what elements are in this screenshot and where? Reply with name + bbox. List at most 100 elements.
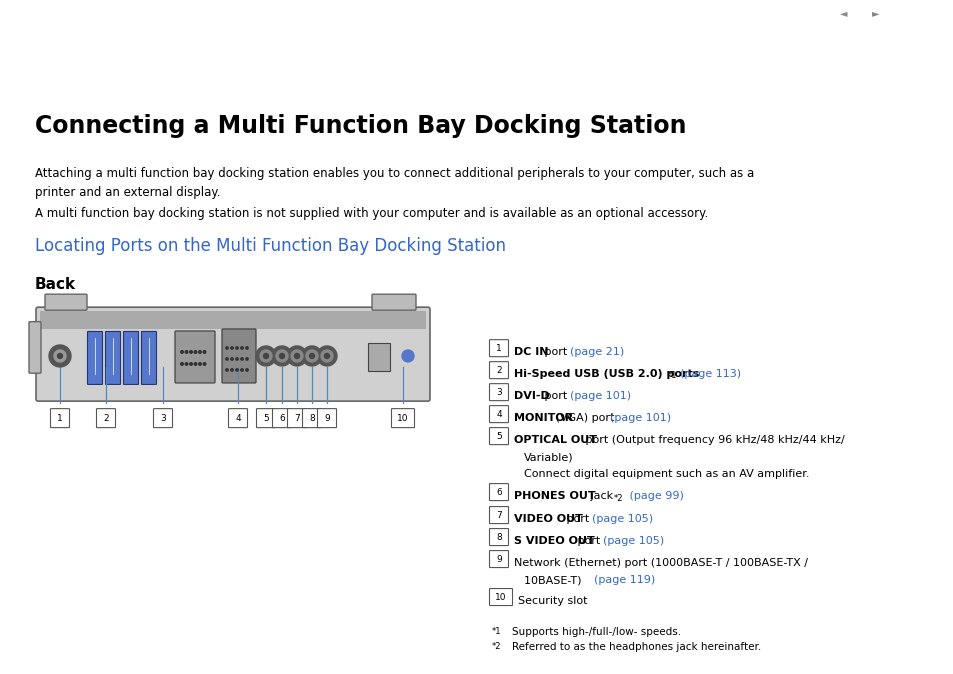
- Circle shape: [291, 350, 303, 362]
- Text: *1: *1: [667, 371, 677, 380]
- Text: OPTICAL OUT: OPTICAL OUT: [514, 435, 597, 445]
- Text: Locating Ports on the Multi Function Bay Docking Station: Locating Ports on the Multi Function Bay…: [35, 237, 505, 255]
- Circle shape: [240, 369, 243, 371]
- Text: MONITOR: MONITOR: [514, 413, 573, 423]
- Text: Network (Ethernet) port (1000BASE-T / 100BASE-TX /: Network (Ethernet) port (1000BASE-T / 10…: [514, 558, 807, 568]
- Text: VIDEO OUT: VIDEO OUT: [514, 514, 582, 524]
- FancyBboxPatch shape: [256, 408, 275, 427]
- Text: (page 105): (page 105): [592, 514, 653, 524]
- FancyBboxPatch shape: [229, 408, 247, 427]
- FancyBboxPatch shape: [153, 408, 172, 427]
- Circle shape: [231, 358, 233, 360]
- Text: (page 101): (page 101): [610, 413, 671, 423]
- Circle shape: [198, 363, 201, 365]
- Text: Back: Back: [35, 277, 76, 293]
- Text: (page 21): (page 21): [570, 347, 624, 357]
- Text: Connect digital equipment such as an AV amplifier.: Connect digital equipment such as an AV …: [523, 469, 809, 479]
- FancyBboxPatch shape: [273, 408, 292, 427]
- Circle shape: [260, 350, 272, 362]
- Text: 6: 6: [496, 487, 501, 497]
- Bar: [368, 343, 390, 371]
- Text: port: port: [541, 347, 571, 357]
- Text: S VIDEO OUT: S VIDEO OUT: [514, 536, 594, 546]
- FancyBboxPatch shape: [489, 588, 512, 605]
- Text: 10: 10: [495, 592, 506, 601]
- FancyBboxPatch shape: [45, 294, 87, 310]
- Circle shape: [240, 346, 243, 349]
- Circle shape: [49, 345, 71, 367]
- Circle shape: [302, 346, 322, 366]
- Text: jack: jack: [586, 491, 613, 501]
- Text: 1: 1: [57, 414, 63, 423]
- Circle shape: [185, 363, 188, 365]
- Text: *2: *2: [492, 642, 501, 651]
- Text: 7: 7: [496, 511, 501, 520]
- FancyBboxPatch shape: [51, 408, 70, 427]
- Text: A multi function bay docking station is not supplied with your computer and is a: A multi function bay docking station is …: [35, 207, 707, 220]
- FancyBboxPatch shape: [302, 408, 321, 427]
- FancyBboxPatch shape: [222, 329, 255, 383]
- FancyBboxPatch shape: [123, 332, 138, 384]
- FancyBboxPatch shape: [489, 551, 508, 568]
- FancyBboxPatch shape: [372, 294, 416, 310]
- Circle shape: [194, 350, 196, 353]
- FancyBboxPatch shape: [36, 307, 430, 401]
- Circle shape: [226, 369, 228, 371]
- Circle shape: [203, 363, 206, 365]
- Text: 2: 2: [496, 366, 501, 375]
- Text: 8: 8: [309, 414, 314, 423]
- Text: Using Peripheral Devices: Using Peripheral Devices: [800, 34, 929, 44]
- Text: ◄: ◄: [840, 8, 846, 18]
- Text: Referred to as the headphones jack hereinafter.: Referred to as the headphones jack herei…: [512, 642, 760, 652]
- FancyBboxPatch shape: [317, 408, 336, 427]
- Circle shape: [279, 353, 284, 359]
- Circle shape: [226, 358, 228, 360]
- Circle shape: [231, 346, 233, 349]
- Text: 8: 8: [496, 532, 501, 542]
- Circle shape: [54, 350, 66, 362]
- Circle shape: [401, 350, 414, 362]
- FancyBboxPatch shape: [287, 408, 306, 427]
- Text: 2: 2: [103, 414, 109, 423]
- Text: Variable): Variable): [523, 452, 573, 462]
- Text: 90: 90: [849, 8, 864, 18]
- Text: (page 105): (page 105): [602, 536, 663, 546]
- Text: 9: 9: [496, 555, 501, 563]
- Text: Supports high-/full-/low- speeds.: Supports high-/full-/low- speeds.: [512, 627, 680, 637]
- Text: port: port: [563, 514, 593, 524]
- Text: port: port: [541, 391, 571, 401]
- Circle shape: [275, 350, 288, 362]
- FancyBboxPatch shape: [489, 406, 508, 423]
- Text: 3: 3: [496, 388, 501, 396]
- Circle shape: [272, 346, 292, 366]
- Circle shape: [235, 346, 238, 349]
- FancyBboxPatch shape: [96, 408, 115, 427]
- Circle shape: [246, 369, 248, 371]
- FancyBboxPatch shape: [29, 321, 41, 373]
- Circle shape: [287, 346, 307, 366]
- FancyBboxPatch shape: [489, 362, 508, 379]
- Circle shape: [57, 353, 63, 359]
- Text: PHONES OUT: PHONES OUT: [514, 491, 595, 501]
- Circle shape: [246, 346, 248, 349]
- Circle shape: [198, 350, 201, 353]
- Circle shape: [180, 350, 183, 353]
- Text: VAIO: VAIO: [18, 17, 82, 41]
- Bar: [40, 311, 426, 329]
- Text: 6: 6: [279, 414, 285, 423]
- Circle shape: [231, 369, 233, 371]
- Text: *1: *1: [492, 627, 501, 636]
- Text: *2: *2: [614, 494, 623, 503]
- Text: port: port: [574, 536, 603, 546]
- Text: 4: 4: [496, 410, 501, 419]
- FancyBboxPatch shape: [489, 484, 508, 501]
- Text: DC IN: DC IN: [514, 347, 548, 357]
- Text: 4: 4: [235, 414, 240, 423]
- FancyBboxPatch shape: [489, 384, 508, 400]
- Text: 1: 1: [496, 344, 501, 353]
- Text: 5: 5: [496, 431, 501, 441]
- Circle shape: [320, 350, 333, 362]
- FancyBboxPatch shape: [106, 332, 120, 384]
- Text: (page 113): (page 113): [679, 369, 740, 379]
- Circle shape: [324, 353, 329, 359]
